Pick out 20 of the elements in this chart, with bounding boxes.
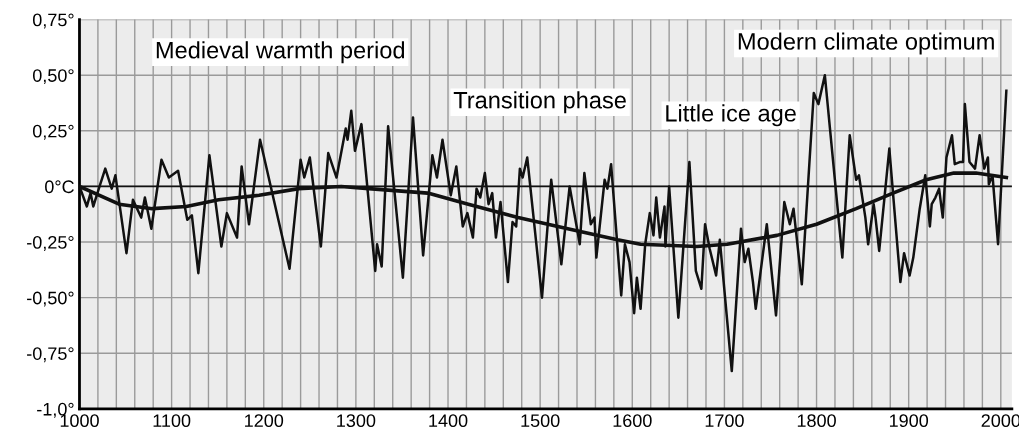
x-tick-label: 1800 — [797, 414, 836, 428]
y-tick-label: 0°C — [45, 180, 74, 194]
y-tick-label: 0,50° — [32, 69, 74, 85]
annotation: Transition phase — [453, 91, 626, 114]
x-tick-label: 1600 — [613, 414, 652, 428]
y-tick-label: 0,75° — [32, 13, 74, 29]
x-tick-label: 1400 — [429, 414, 468, 428]
y-tick-label: -0,75° — [27, 347, 74, 363]
annotation: Medieval warmth period — [156, 41, 405, 64]
annotation: Modern climate optimum — [738, 32, 994, 55]
x-tick-label: 1100 — [153, 414, 191, 428]
x-tick-label: 1300 — [337, 414, 376, 428]
y-tick-label: -0,25° — [27, 235, 74, 251]
x-tick-label: 1900 — [889, 414, 929, 428]
y-tick-label: -0,50° — [27, 291, 74, 307]
y-tick-label: 0,25° — [32, 124, 74, 140]
x-tick-label: 1200 — [245, 414, 284, 428]
x-tick-label: 1700 — [705, 414, 744, 428]
annotation: Little ice age — [666, 104, 796, 127]
x-tick-label: 1500 — [521, 414, 560, 428]
